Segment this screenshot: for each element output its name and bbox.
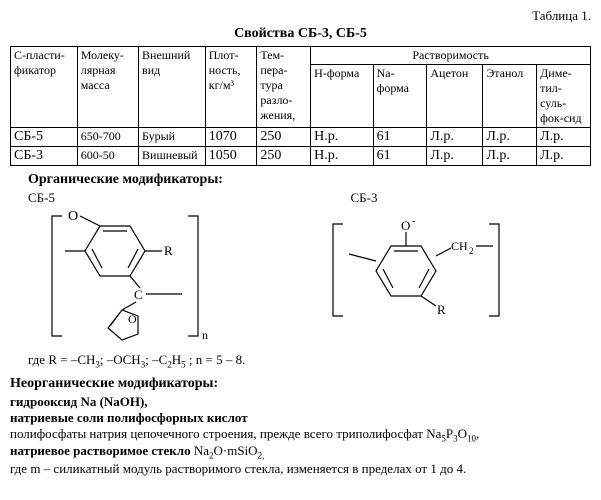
cell: 1070 xyxy=(205,128,257,147)
formula-caption: где R = –CH3; –OCH3; –C2H5 ; n = 5 – 8. xyxy=(10,352,591,370)
col-density: Плот-ность, кг/м³ xyxy=(205,47,257,128)
svg-text:-: - xyxy=(412,216,415,227)
col-na-form: Na-форма xyxy=(373,65,427,128)
cell: Н.р. xyxy=(311,128,373,147)
sb3-label: СБ-3 xyxy=(301,190,592,206)
svg-text:R: R xyxy=(437,302,446,317)
cell: Л.р. xyxy=(427,128,483,147)
cell: Л.р. xyxy=(537,128,591,147)
line-silicate-modulus: где m – силикатный модуль растворимого с… xyxy=(10,461,591,477)
properties-table: С-пласти-фикатор Молеку-лярная масса Вне… xyxy=(10,46,591,166)
cell: Л.р. xyxy=(537,147,591,166)
cell: Л.р. xyxy=(427,147,483,166)
svg-text:O: O xyxy=(401,218,410,233)
svg-text:CH: CH xyxy=(451,239,468,253)
table-title: Свойства СБ-3, СБ-5 xyxy=(10,26,591,42)
cell: 600-50 xyxy=(77,147,138,166)
cell: СБ-5 xyxy=(11,128,78,147)
col-solubility: Растворимость xyxy=(311,47,591,65)
col-plasticizer: С-пласти-фикатор xyxy=(11,47,78,128)
table-row: СБ-3 600-50 Вишневый 1050 250 Н.р. 61 Л.… xyxy=(11,147,591,166)
col-appearance: Внешний вид xyxy=(139,47,206,128)
line-polyphosphate-salts: натриевые соли полифосфорных кислот xyxy=(10,410,591,426)
col-h-form: Н-форма xyxy=(311,65,373,128)
cell: Л.р. xyxy=(483,128,537,147)
svg-text:C: C xyxy=(134,287,143,302)
svg-text:2: 2 xyxy=(469,246,474,256)
inorganic-modifiers-heading: Неорганические модификаторы: xyxy=(10,376,591,392)
table-header-row: С-пласти-фикатор Молеку-лярная масса Вне… xyxy=(11,47,591,65)
line-tripolyphosphate: полифосфаты натрия цепочечного строения,… xyxy=(10,426,591,444)
col-mol-mass: Молеку-лярная масса xyxy=(77,47,138,128)
cell: СБ-3 xyxy=(11,147,78,166)
cell: 250 xyxy=(257,128,311,147)
cell: 250 xyxy=(257,147,311,166)
cell: Вишневый xyxy=(139,147,206,166)
sb5-label: СБ-5 xyxy=(10,190,301,206)
cell: 650-700 xyxy=(77,128,138,147)
sb5-structure: n O R C xyxy=(10,206,301,350)
sb3-structure: O - CH 2 R xyxy=(301,206,592,350)
table-row: СБ-5 650-700 Бурый 1070 250 Н.р. 61 Л.р.… xyxy=(11,128,591,147)
cell: 61 xyxy=(373,147,427,166)
svg-text:R: R xyxy=(164,243,173,258)
table-number-label: Таблица 1. xyxy=(10,8,591,24)
structure-labels-row: СБ-5 СБ-3 xyxy=(10,190,591,206)
organic-modifiers-heading: Органические модификаторы: xyxy=(10,172,591,188)
svg-text:n: n xyxy=(202,328,208,342)
line-naoh: гидрооксид Na (NaOH), xyxy=(10,394,591,410)
cell: Л.р. xyxy=(483,147,537,166)
svg-text:O: O xyxy=(68,209,78,224)
svg-text:O: O xyxy=(128,312,137,326)
cell: Н.р. xyxy=(311,147,373,166)
col-acetone: Ацетон xyxy=(427,65,483,128)
cell: Бурый xyxy=(139,128,206,147)
line-water-glass: натриевое растворимое стекло Na2O·mSiO2, xyxy=(10,443,591,461)
cell: 1050 xyxy=(205,147,257,166)
col-ethanol: Этанол xyxy=(483,65,537,128)
structures-row: n O R C xyxy=(10,206,591,350)
cell: 61 xyxy=(373,128,427,147)
col-decomp-temp: Тем-пера-тура разло-жения, xyxy=(257,47,311,128)
col-dmso: Диме-тил-суль-фок-сид xyxy=(537,65,591,128)
